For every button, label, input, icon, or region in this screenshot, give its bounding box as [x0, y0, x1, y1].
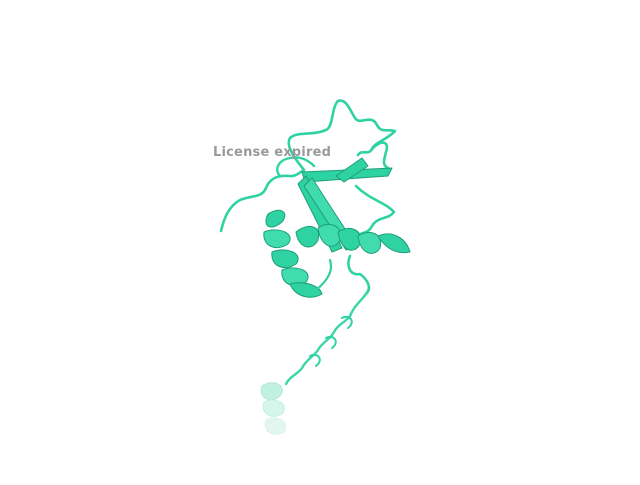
helix-left: [263, 209, 323, 298]
coil-lower-left: [314, 258, 333, 292]
coil-tail-wiggle: [309, 316, 353, 367]
coil-left-tail: [219, 168, 306, 233]
coil-tail-down: [284, 292, 368, 386]
beta-strand-4: [335, 157, 369, 183]
coil-right: [354, 184, 396, 238]
coil-upper-right: [370, 141, 390, 170]
coil-upper-left: [276, 156, 316, 178]
coil-lower-right: [347, 254, 371, 296]
helix-center: [295, 224, 411, 254]
license-watermark: License expired: [213, 145, 332, 160]
helix-faded-tail: [260, 382, 286, 435]
